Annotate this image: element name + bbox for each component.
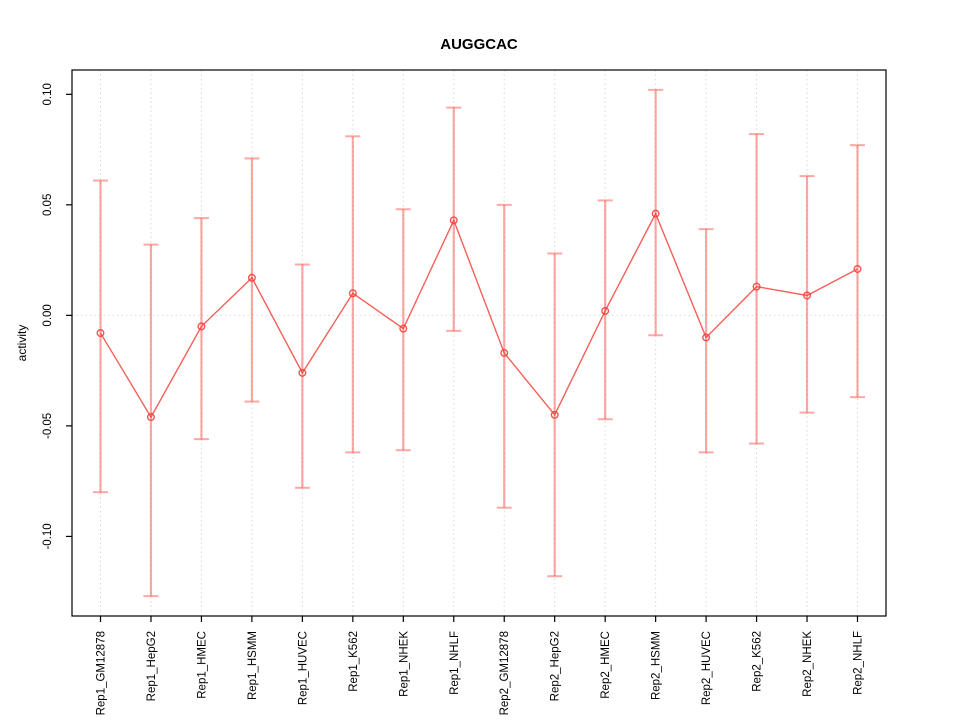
data-point	[247, 273, 256, 282]
data-point	[803, 291, 812, 300]
x-tick-label: Rep1_GM12878	[96, 631, 108, 715]
x-tick-label: Rep1_HSMM	[247, 631, 259, 700]
plot-area: -0.10 -0.05 0.00 0.05 0.10 Rep1_GM12878 Rep1_H…	[42, 69, 887, 715]
x-tick-label: Rep1_NHLF	[449, 631, 461, 695]
data-point	[601, 306, 610, 315]
data-point	[550, 410, 559, 419]
data-point	[348, 289, 357, 298]
data-point	[298, 368, 307, 377]
x-tick-label: Rep1_HUVEC	[297, 631, 309, 705]
data-point	[197, 322, 206, 331]
plot-box	[71, 69, 887, 617]
data-point	[449, 216, 458, 225]
chart-title: AUGGCAC	[440, 36, 518, 53]
data-point	[399, 324, 408, 333]
data-point	[146, 413, 155, 422]
x-tick-label: Rep2_HUVEC	[701, 631, 713, 705]
x-tick-label: Rep2_NHEK	[802, 631, 814, 697]
x-tick-label: Rep1_K562	[348, 631, 360, 692]
y-axis-label: activity	[15, 325, 29, 362]
data-point	[500, 348, 509, 357]
x-tick-label: Rep2_NHLF	[853, 631, 865, 695]
x-tick-label: Rep2_HMEC	[600, 631, 612, 699]
y-tick-label: -0.10	[42, 523, 54, 549]
x-tick-label: Rep2_K562	[752, 631, 764, 692]
y-tick-label: 0.05	[42, 194, 54, 216]
y-tick-label: 0.10	[42, 83, 54, 105]
y-tick-label: -0.05	[42, 413, 54, 439]
data-point	[651, 209, 660, 218]
x-tick-label: Rep1_NHEK	[398, 631, 410, 697]
data-point	[853, 264, 862, 273]
y-tick-label: 0.00	[42, 304, 54, 326]
x-tick-label: Rep1_HepG2	[146, 631, 158, 701]
x-tick-label: Rep2_HSMM	[651, 631, 663, 700]
data-point	[752, 282, 761, 291]
series-line	[99, 212, 858, 419]
data-point	[702, 333, 711, 342]
x-tick-label: Rep2_GM12878	[499, 631, 511, 715]
x-tick-label: Rep1_HMEC	[196, 631, 208, 699]
data-point	[96, 329, 105, 338]
x-tick-label: Rep2_HepG2	[550, 631, 562, 701]
